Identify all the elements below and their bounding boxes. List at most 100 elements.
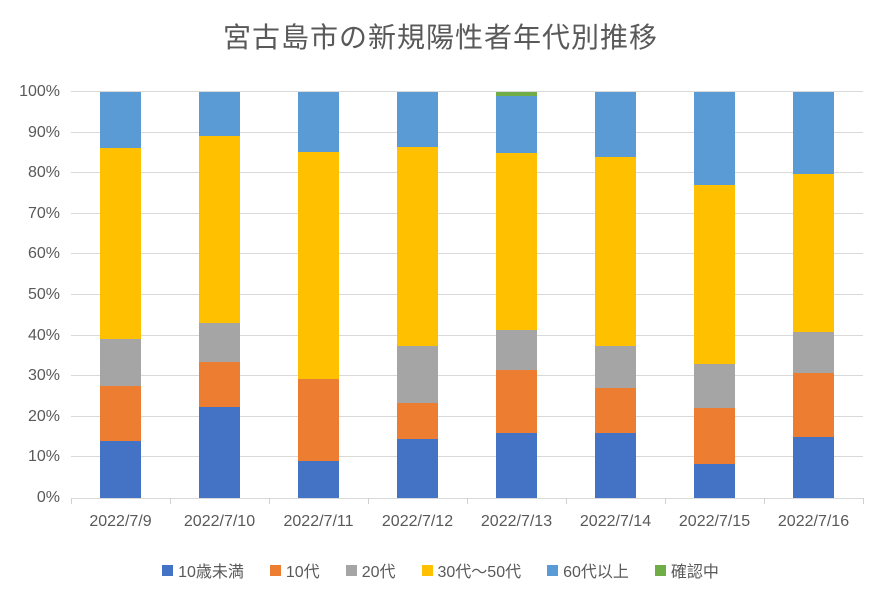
bar-segment [199,92,240,136]
legend-swatch-icon [162,564,174,576]
y-axis-label: 20% [27,407,60,425]
bar-segment [298,461,339,498]
category-tick [863,498,864,504]
bar-segment [595,345,636,389]
bar-segment [793,174,834,332]
gridline [71,91,863,92]
legend-item: 10歳未満 [162,558,244,582]
bar-segment [496,370,537,434]
legend-item: 確認中 [654,558,719,582]
y-axis-label: 90% [27,123,60,141]
gridline [71,456,863,457]
bar-segment [397,92,438,147]
bar-segment [397,146,438,346]
bar-segment [793,92,834,175]
bar-segment [793,372,834,438]
bar-segment [199,406,240,498]
category-tick [368,498,369,504]
bar [100,92,141,498]
x-axis-label: 2022/7/12 [381,513,454,530]
bar [496,92,537,498]
bar-segment [496,92,537,97]
y-axis-label: 100% [19,83,60,100]
x-axis-label: 2022/7/14 [579,513,652,530]
legend-swatch-icon [547,564,559,576]
chart-title: 宮古島市の新規陽性者年代別推移 [222,22,658,53]
bar-segment [397,402,438,440]
bar-segment [694,364,735,408]
y-axis-label: 40% [27,326,60,344]
gridline [71,172,863,173]
bar-segment [298,151,339,380]
bar-segment [199,135,240,324]
legend-label: 20代 [361,564,396,581]
bar-segment [100,386,141,442]
legend-label: 10代 [285,564,320,581]
gridline [71,253,863,254]
legend-label: 確認中 [670,564,719,581]
legend-item: 60代以上 [547,558,629,582]
bar-segment [100,441,141,498]
y-axis-label: 80% [27,164,60,182]
bar-segment [496,96,537,153]
category-tick [170,498,171,504]
bar-segment [397,345,438,403]
bar-segment [694,184,735,365]
legend-swatch-icon [421,564,433,576]
bar-segment [595,433,636,498]
legend-swatch-icon [345,564,357,576]
bar-segment [694,407,735,465]
y-axis-label: 30% [27,367,60,385]
category-tick [665,498,666,504]
gridline [71,294,863,295]
y-axis-label: 50% [27,286,60,303]
legend-swatch-icon [269,564,281,576]
bar-segment [694,464,735,498]
bar-segment [199,362,240,407]
gridline [71,132,863,133]
y-axis-label: 0% [36,489,60,506]
bar-segment [100,148,141,339]
category-tick [71,498,72,504]
gridline [71,213,863,214]
legend: 10歳未満 10代 20代 30代～50代 60代以上 確認中 [0,558,881,582]
bar-segment [397,439,438,498]
gridline [71,375,863,376]
bar-segment [595,92,636,157]
category-tick [269,498,270,504]
bar-segment [100,92,141,149]
bar-segment [496,433,537,498]
y-axis-label: 70% [27,204,60,222]
bar [793,92,834,498]
bar-segment [595,156,636,346]
legend-label: 30代～50代 [437,564,522,581]
bar-segment [793,331,834,373]
x-axis-label: 2022/7/16 [777,513,850,530]
bar-segment [496,152,537,330]
bar-segment [694,92,735,185]
bar-segment [199,323,240,362]
bar [694,92,735,498]
y-axis-label: 60% [27,245,60,263]
x-axis-label: 2022/7/13 [480,513,553,530]
x-axis-label: 2022/7/9 [89,513,152,530]
x-axis-label: 2022/7/15 [678,513,751,530]
bar-segment [496,329,537,371]
legend-item: 20代 [345,558,396,582]
category-tick [764,498,765,504]
bar-segment [595,388,636,434]
bar [199,92,240,498]
x-axis-label: 2022/7/10 [183,513,256,530]
y-axis-label: 10% [27,448,60,466]
bar [397,92,438,498]
legend-label: 10歳未満 [178,564,244,581]
gridline [71,416,863,417]
bar-segment [100,338,141,387]
bar [298,92,339,498]
plot-area [71,91,863,499]
bar-segment [298,92,339,152]
x-axis-label: 2022/7/11 [283,513,354,530]
category-tick [467,498,468,504]
legend-item: 10代 [269,558,320,582]
